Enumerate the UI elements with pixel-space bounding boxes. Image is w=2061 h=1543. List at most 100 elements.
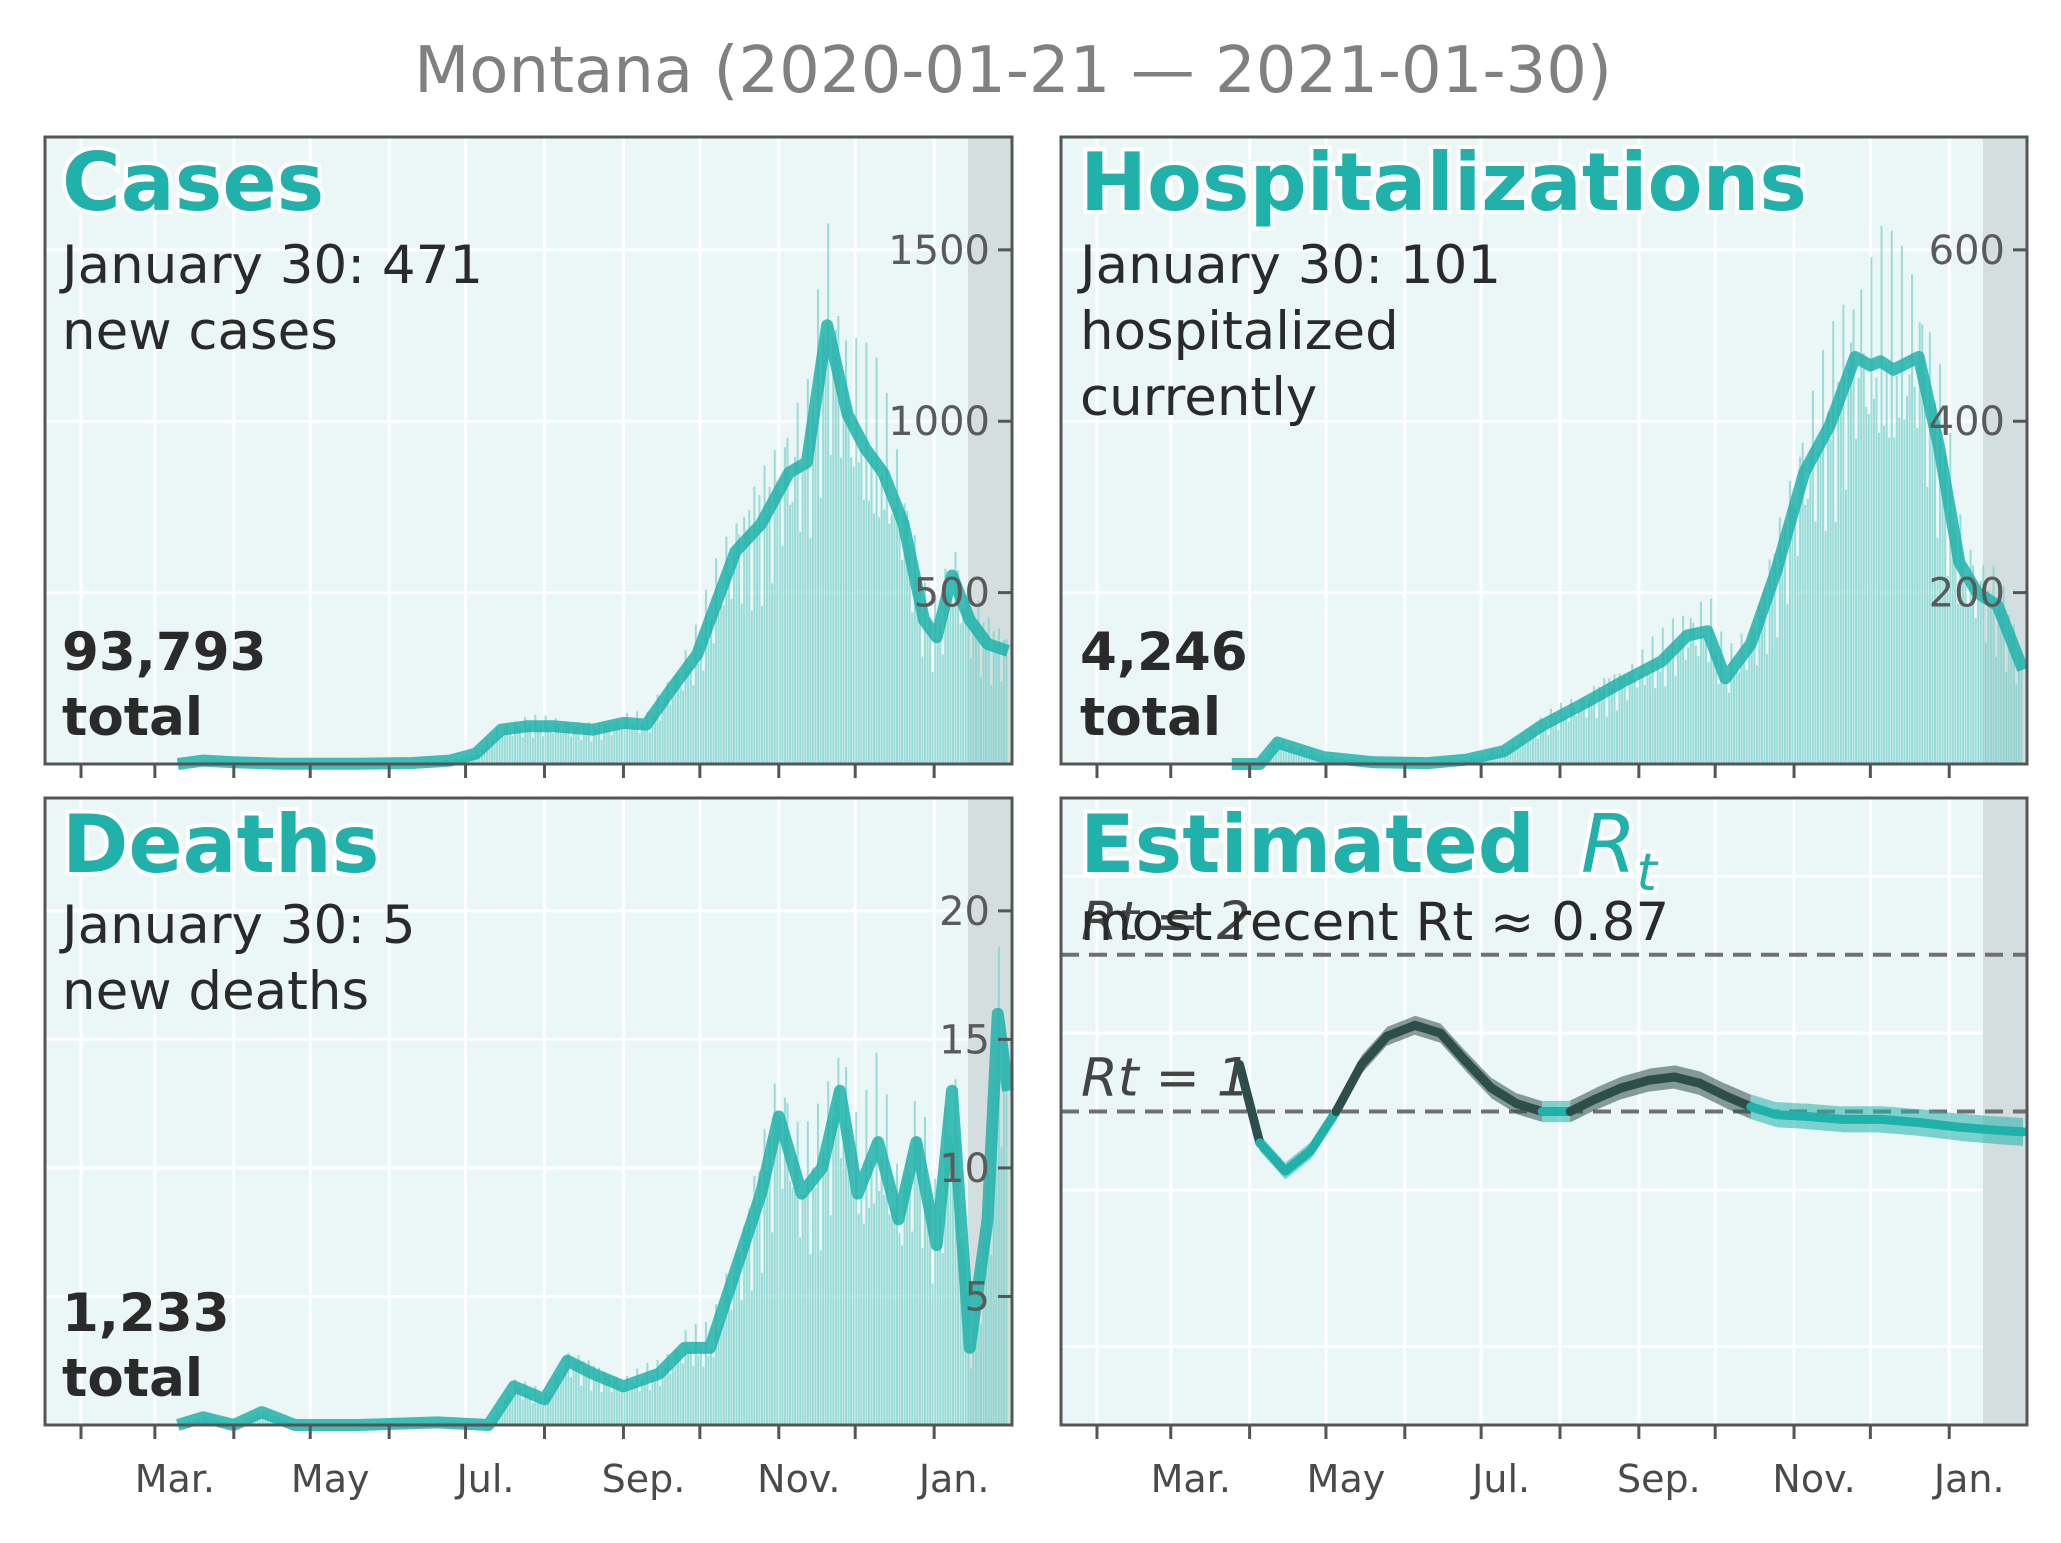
rt-panel: Rt = 2 Rt = 1 Estimated Rt most recent Rt… <box>1059 794 2029 1501</box>
cases-bar <box>755 529 758 764</box>
deaths-bar <box>259 1416 262 1425</box>
hospitalizations-bar <box>1305 752 1308 764</box>
deaths-bar <box>895 1163 898 1425</box>
rt-line-segment <box>1486 1083 1522 1109</box>
rt-month-label: Jul. <box>1470 1457 1530 1501</box>
hospitalizations-bar <box>1552 722 1555 764</box>
cases-bar <box>692 685 695 764</box>
hospitalizations-bar <box>1717 683 1720 764</box>
hospitalizations-bar <box>1801 442 1804 764</box>
hospitalizations-bar <box>1796 555 1799 764</box>
hospitalizations-bar <box>1290 744 1293 764</box>
cases-bar <box>964 595 967 764</box>
cases-bar <box>582 724 585 764</box>
hospitalizations-bar <box>1559 702 1563 764</box>
deaths-bar <box>521 1399 524 1425</box>
cases-bar <box>664 698 667 764</box>
cases-bar <box>674 674 677 764</box>
deaths-bar <box>738 1252 741 1425</box>
deaths-bar <box>694 1323 697 1425</box>
hospitalizations-bar <box>1783 524 1786 764</box>
cases-bar <box>659 720 662 764</box>
cases-bar <box>923 582 926 764</box>
cases-bar <box>666 682 669 764</box>
cases-bar <box>745 530 748 764</box>
deaths-bar <box>898 1233 901 1425</box>
cases-bar <box>987 617 990 764</box>
cases-bar <box>631 725 634 764</box>
cases-bar <box>730 598 733 764</box>
hospitalizations-bar <box>1880 225 1883 764</box>
rt-line-segment <box>1306 1107 1341 1156</box>
hospitalizations-bar <box>1883 425 1886 764</box>
hospitalizations-bar <box>1989 598 1992 764</box>
cases-ytick-label: 1000 <box>888 399 990 445</box>
deaths-bar <box>682 1363 685 1425</box>
deaths-bar <box>939 1213 942 1425</box>
deaths-bar <box>934 1178 937 1425</box>
deaths-bar <box>592 1365 595 1425</box>
cases-bar <box>888 523 891 764</box>
cases-bar <box>531 737 534 764</box>
cases-bar <box>911 612 914 764</box>
deaths-bar <box>580 1385 583 1425</box>
cases-bar <box>1000 681 1003 764</box>
hospitalizations-bar <box>1656 662 1659 764</box>
cases-bar <box>819 497 822 764</box>
cases-bar <box>939 622 942 764</box>
deaths-bar <box>957 1137 960 1425</box>
rt-series <box>1234 1020 2028 1176</box>
hospitalizations-bar <box>2000 613 2003 764</box>
deaths-bar <box>511 1397 514 1425</box>
deaths-bar <box>549 1392 552 1425</box>
deaths-bar <box>967 1290 970 1425</box>
hospitalizations-bar <box>1974 618 1977 764</box>
deaths-bar <box>862 1223 865 1425</box>
hospitalizations-bar <box>1918 322 1921 764</box>
deaths-bar <box>809 1254 812 1425</box>
deaths-bar <box>608 1376 611 1425</box>
cases-bar <box>501 733 504 764</box>
cases-bar <box>791 501 794 764</box>
deaths-bar <box>720 1324 723 1425</box>
deaths-bar <box>526 1392 529 1425</box>
cases-bar <box>845 340 848 764</box>
deaths-bar <box>982 1236 985 1425</box>
rt-line-segment <box>1993 1125 2028 1137</box>
deaths-bar <box>641 1379 644 1425</box>
deaths-bar <box>628 1390 631 1425</box>
hospitalizations-bar <box>1705 634 1708 764</box>
cases-bar <box>605 724 608 764</box>
deaths-bar <box>758 1171 761 1425</box>
hospitalizations-bar <box>1776 637 1779 764</box>
hospitalizations-bar <box>1677 648 1680 764</box>
hospitalizations-bar <box>1537 738 1540 764</box>
figure-title: Montana (2020-01-21 — 2021-01-30) <box>414 34 1612 108</box>
deaths-month-label: Sep. <box>602 1457 686 1501</box>
hospitalizations-bar <box>1903 419 1906 764</box>
hospitalizations-bar <box>1697 656 1700 764</box>
deaths-bar <box>906 1159 909 1425</box>
cases-bar <box>847 407 850 764</box>
hospitalizations-bar <box>1720 631 1723 764</box>
deaths-bar <box>633 1385 636 1425</box>
hospitalizations-bar <box>1771 585 1774 764</box>
cases-bar <box>638 733 641 764</box>
hospitalizations-bar <box>1498 753 1501 764</box>
hospitalizations-subtitle-line1: January 30: 101 <box>1077 235 1501 296</box>
deaths-bar <box>519 1387 522 1425</box>
hospitalizations-bar <box>1867 413 1870 764</box>
hospitalizations-bar <box>1844 489 1847 764</box>
cases-bar <box>829 454 832 764</box>
hospitalizations-bar <box>1738 672 1741 764</box>
cases-bar <box>992 631 995 764</box>
cases-bar <box>572 726 575 764</box>
cases-bar <box>641 723 644 764</box>
deaths-bar <box>702 1366 705 1425</box>
deaths-month-label: Nov. <box>757 1457 840 1501</box>
cases-bar <box>521 737 524 764</box>
hospitalizations-bar <box>1567 721 1570 764</box>
deaths-bar <box>631 1385 634 1425</box>
cases-bar <box>544 715 547 764</box>
